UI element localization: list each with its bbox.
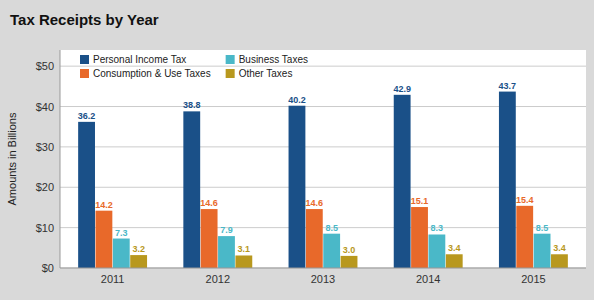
legend-item: Other Taxes <box>226 68 293 79</box>
legend-label: Consumption & Use Taxes <box>93 68 211 79</box>
legend-label: Other Taxes <box>239 68 293 79</box>
x-tick-label: 2014 <box>416 273 440 285</box>
data-label: 14.6 <box>200 198 218 208</box>
grid <box>60 66 586 268</box>
chart: Tax Receipts by Year $0 $10 $20 $30 $40 $50 Amo… <box>0 0 594 300</box>
data-label: 15.1 <box>411 196 429 206</box>
bar <box>551 254 568 268</box>
data-label: 3.0 <box>343 245 356 255</box>
bar <box>411 207 428 268</box>
bar <box>183 111 200 268</box>
grid-line <box>60 66 586 67</box>
legend-item: Business Taxes <box>226 54 308 65</box>
data-label: 15.4 <box>516 195 534 205</box>
bar <box>446 254 463 268</box>
bar <box>96 211 113 268</box>
data-label: 43.7 <box>499 81 517 91</box>
data-label: 14.6 <box>306 198 324 208</box>
bar <box>499 92 516 268</box>
legend-swatch <box>226 69 235 78</box>
bar <box>130 255 147 268</box>
data-label: 42.9 <box>393 84 411 94</box>
bar <box>201 209 218 268</box>
legend: Personal Income Tax Consumption & Use Tax… <box>80 54 308 79</box>
legend-item: Consumption & Use Taxes <box>80 68 211 79</box>
legend-swatch <box>80 69 89 78</box>
bars <box>78 92 568 268</box>
legend-swatch <box>226 55 235 64</box>
data-label: 8.5 <box>536 223 549 233</box>
y-tick-label: $10 <box>36 222 54 234</box>
x-tick-label: 2015 <box>521 273 545 285</box>
data-label: 3.4 <box>448 243 461 253</box>
bar <box>394 95 411 268</box>
bar <box>218 236 235 268</box>
bar <box>78 122 95 268</box>
legend-swatch <box>80 55 89 64</box>
data-label: 7.3 <box>115 228 128 238</box>
y-tick-label: $30 <box>36 141 54 153</box>
y-axis-label: Amounts in Billions <box>6 112 18 205</box>
data-label: 3.1 <box>238 244 251 254</box>
data-label: 14.2 <box>95 200 113 210</box>
bar <box>306 209 323 268</box>
data-label: 3.4 <box>553 243 566 253</box>
legend-label: Personal Income Tax <box>93 54 186 65</box>
y-axis-line <box>60 50 61 268</box>
background <box>0 0 594 300</box>
bar <box>341 256 358 268</box>
data-labels: 36.2 38.8 40.2 42.9 43.7 14.2 14.6 14.6 15.1 15.4… <box>78 81 566 255</box>
y-tick-label: $0 <box>42 262 54 274</box>
x-tick-label: 2012 <box>206 273 230 285</box>
bar <box>113 239 130 268</box>
y-tick-label: $20 <box>36 181 54 193</box>
grid-line <box>60 268 586 269</box>
bar <box>289 106 306 268</box>
data-label: 36.2 <box>78 111 96 121</box>
bar <box>516 206 533 268</box>
bar <box>323 234 340 268</box>
x-tick-label: 2013 <box>311 273 335 285</box>
title: Tax Receipts by Year <box>10 11 159 28</box>
data-label: 7.9 <box>220 225 233 235</box>
x-axis-line <box>60 268 586 269</box>
legend-item: Personal Income Tax <box>80 54 186 65</box>
data-label: 3.2 <box>132 244 145 254</box>
y-tick-label: $50 <box>36 60 54 72</box>
y-tick-label: $40 <box>36 101 54 113</box>
data-label: 8.3 <box>431 223 444 233</box>
bar <box>235 255 252 268</box>
x-tick-label: 2011 <box>101 273 125 285</box>
bar <box>428 234 445 268</box>
bar <box>534 234 551 268</box>
data-label: 40.2 <box>288 95 306 105</box>
data-label: 8.5 <box>325 223 338 233</box>
legend-label: Business Taxes <box>239 54 308 65</box>
data-label: 38.8 <box>183 100 201 110</box>
plot-area <box>60 50 586 268</box>
